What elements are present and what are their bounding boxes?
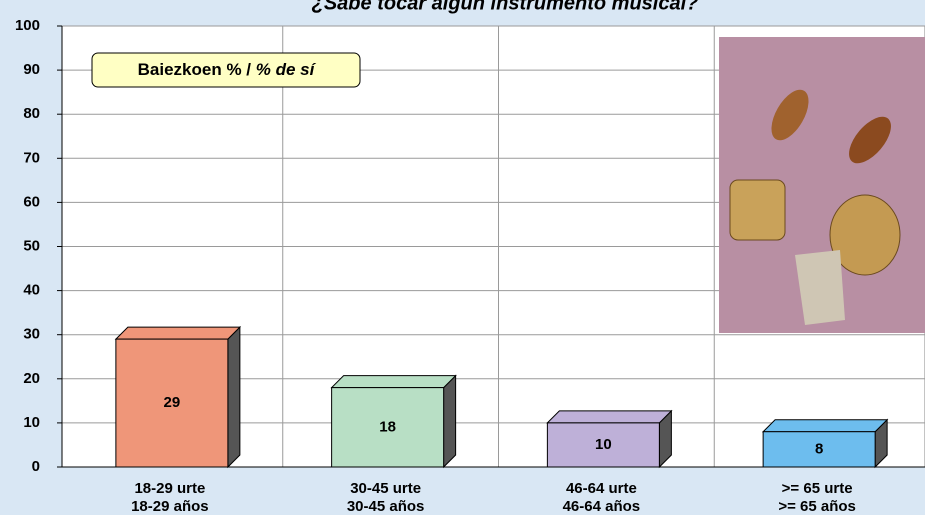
x-tick-label: 18-29 años [131, 498, 209, 515]
y-tick-label: 50 [23, 237, 40, 254]
x-tick-label: 30-45 urte [350, 480, 421, 497]
x-tick-label: >= 65 años [778, 498, 856, 515]
x-tick-label: 30-45 años [347, 498, 425, 515]
legend-text-es: % de sí [256, 60, 317, 79]
bar-side [443, 374, 457, 469]
y-tick-label: 30 [23, 326, 40, 343]
chart-title: ¿Sabe tocar algún instrumento musical? [312, 0, 699, 14]
y-tick-label: 90 [23, 61, 40, 78]
legend-box: Baiezkoen % / % de sí [91, 52, 361, 88]
drum [829, 194, 901, 276]
y-tick-label: 0 [32, 458, 40, 475]
bar [115, 338, 229, 468]
violin [771, 89, 809, 141]
bar [331, 387, 445, 468]
y-tick-label: 60 [23, 193, 40, 210]
y-tick-label: 40 [23, 282, 40, 299]
x-tick-label: 46-64 urte [566, 480, 637, 497]
y-tick-label: 10 [23, 414, 40, 431]
legend-text: Baiezkoen % / % de sí [138, 60, 317, 79]
bars: 29 18 10 8 [114, 325, 889, 469]
photo [719, 37, 925, 333]
bar-top [546, 410, 673, 424]
bar-top [114, 326, 242, 340]
bar [546, 422, 660, 468]
value-label: 10 [595, 436, 612, 453]
violin [849, 116, 891, 164]
bar-top [330, 375, 457, 389]
legend-frame [91, 52, 361, 88]
bag [795, 250, 845, 325]
value-label: 29 [164, 394, 181, 411]
y-tick-label: 100 [15, 17, 40, 34]
value-label: 8 [815, 440, 823, 457]
bar [762, 431, 876, 468]
bar-top [761, 419, 889, 433]
legend-text-eu: Baiezkoen % / [138, 60, 256, 79]
x-tick-label: >= 65 urte [782, 480, 853, 497]
drum [729, 179, 786, 241]
y-tick-label: 20 [23, 370, 40, 387]
x-tick-label: 46-64 años [563, 498, 641, 515]
bar-side [227, 325, 241, 469]
y-tick-label: 70 [23, 149, 40, 166]
x-tick-label: 18-29 urte [134, 480, 205, 497]
y-tick-label: 80 [23, 105, 40, 122]
value-label: 18 [379, 418, 396, 435]
